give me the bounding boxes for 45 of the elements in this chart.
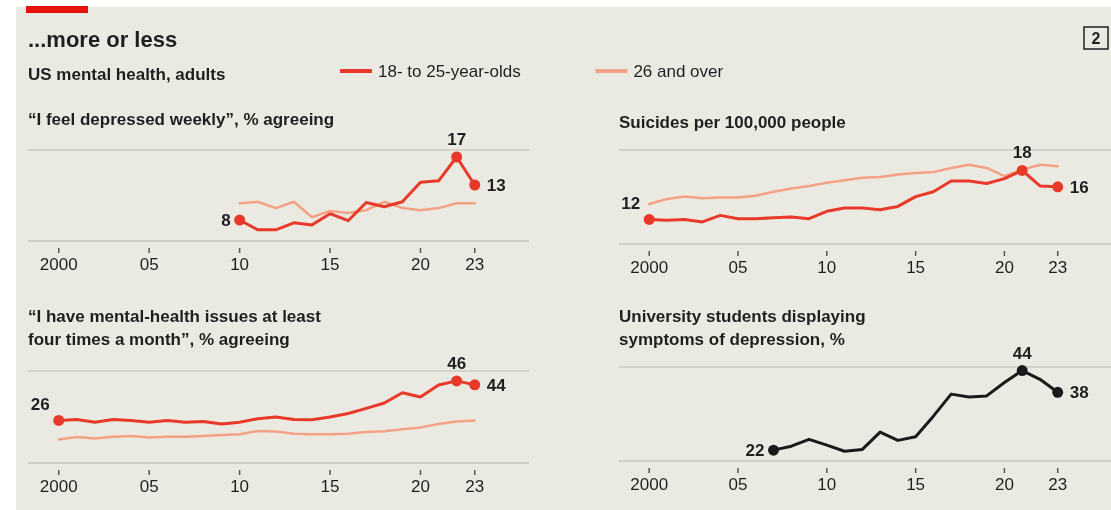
data-label: 17 — [447, 130, 467, 149]
data-label: 44 — [486, 375, 507, 395]
x-tick-label: 20 — [411, 477, 430, 496]
legend-label: 26 and over — [633, 62, 724, 81]
x-tick-label: 05 — [728, 475, 748, 494]
data-label: 46 — [447, 353, 467, 373]
data-label: 13 — [486, 176, 506, 195]
legend-label: 18- to 25-year-olds — [378, 62, 521, 81]
x-tick-label: 23 — [1048, 475, 1068, 494]
data-label: 38 — [1069, 383, 1089, 403]
data-label: 8 — [221, 211, 231, 230]
x-tick-label: 15 — [320, 255, 340, 274]
x-tick-label: 15 — [906, 475, 926, 494]
x-tick-label: 05 — [139, 477, 159, 496]
y-axis-title: Suicides per 100,000 people — [619, 113, 846, 132]
x-tick-label: 2000 — [630, 475, 669, 494]
y-axis-title: “I have mental-health issues at least four times a month”, % agreeing — [28, 307, 322, 349]
x-tick-label: 20 — [994, 258, 1014, 277]
x-tick-label: 15 — [906, 258, 926, 277]
data-label: 18 — [1012, 143, 1032, 163]
x-tick-label: 20 — [994, 475, 1014, 494]
x-tick-label: 2000 — [39, 255, 78, 274]
x-tick-label: 05 — [139, 255, 159, 274]
x-tick-label: 2000 — [39, 477, 78, 496]
y-axis-title: “I feel depressed weekly”, % agreeing — [28, 110, 335, 129]
x-tick-label: 10 — [817, 258, 837, 277]
x-tick-label: 05 — [728, 258, 748, 277]
x-tick-label: 15 — [320, 477, 340, 496]
x-tick-label: 23 — [465, 255, 485, 274]
x-tick-label: 23 — [1048, 258, 1068, 277]
x-tick-label: 20 — [411, 255, 430, 274]
x-tick-label: 10 — [817, 475, 837, 494]
data-label: 26 — [30, 395, 50, 415]
text: 2 — [1091, 30, 1101, 47]
x-tick-label: 2000 — [630, 258, 669, 277]
x-tick-label: 10 — [230, 255, 250, 274]
data-label: 16 — [1069, 177, 1089, 197]
x-tick-label: 23 — [465, 477, 485, 496]
chart-subtitle: US mental health, adults — [28, 65, 226, 84]
x-tick-label: 10 — [230, 477, 250, 496]
data-label: 12 — [621, 194, 641, 214]
y-axis-title: University students displaying symptoms of depression, % — [619, 307, 866, 349]
data-label: 44 — [1012, 343, 1033, 363]
chart-title: ...more or less — [28, 27, 178, 52]
data-label: 22 — [745, 441, 765, 461]
